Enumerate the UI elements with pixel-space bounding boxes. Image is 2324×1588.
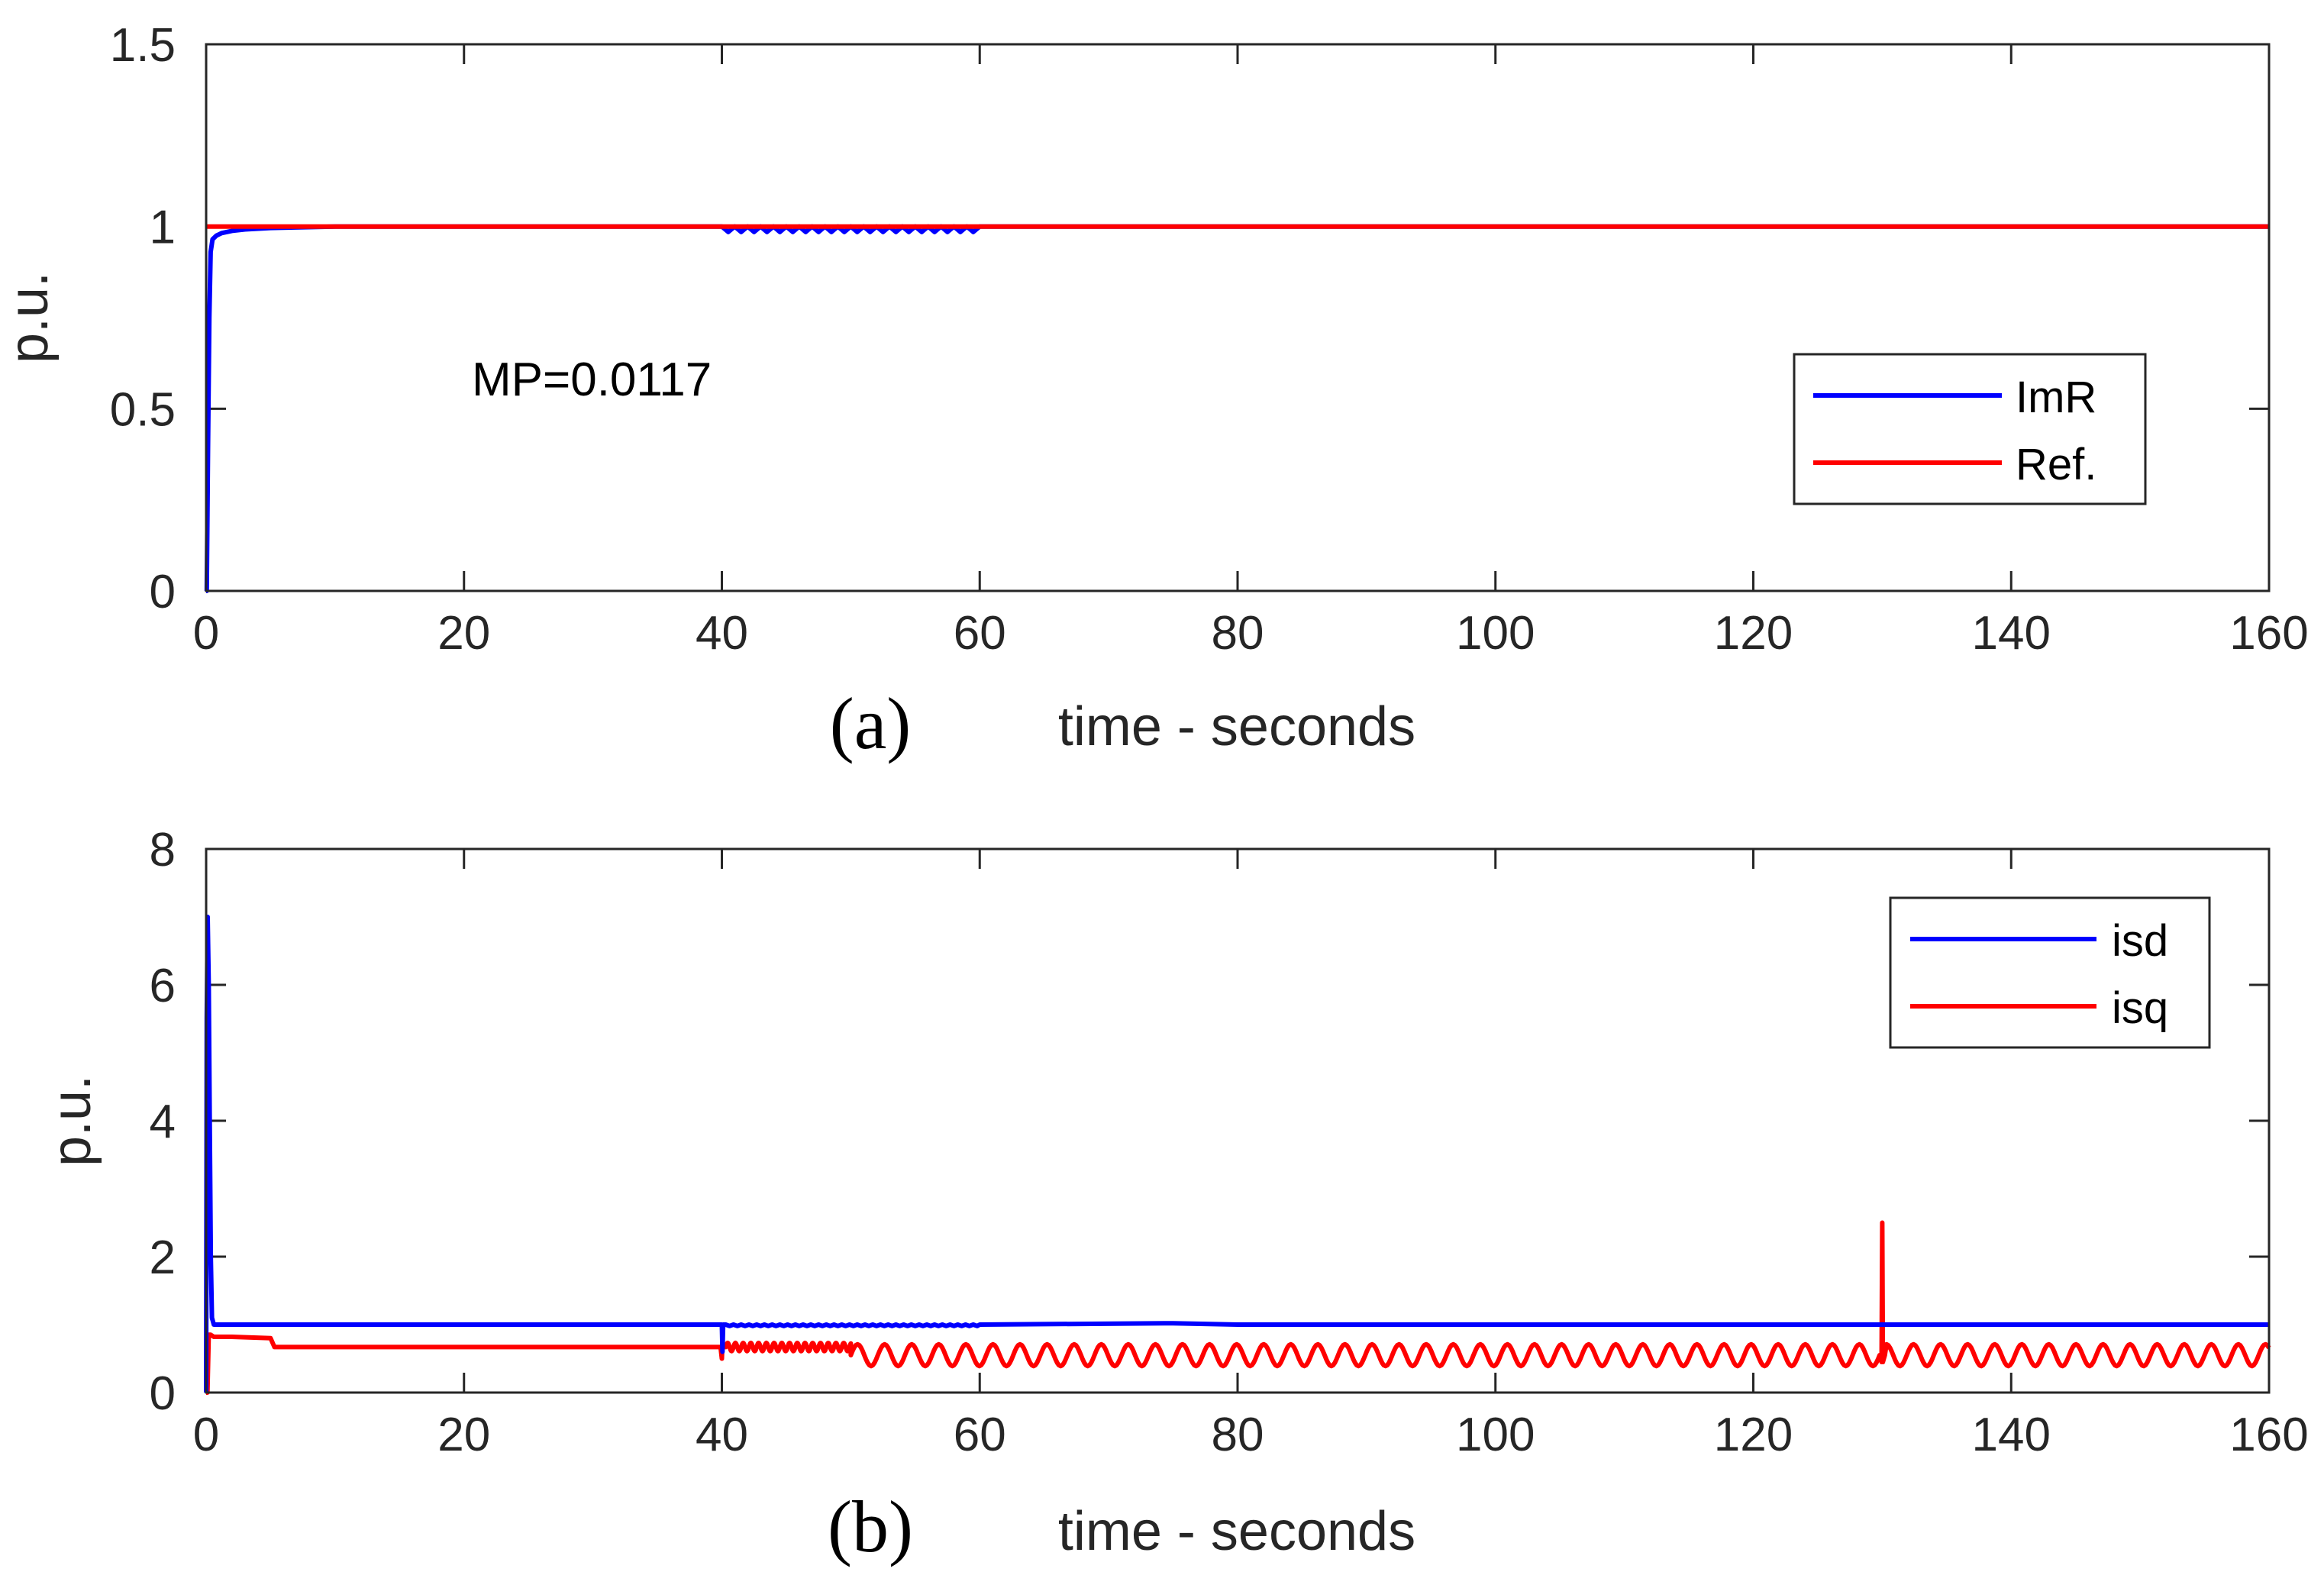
xtick-label: 100 [1456, 607, 1535, 660]
panel-a-axes-box [205, 43, 2271, 592]
legend-label-isd: isd [2112, 916, 2168, 966]
panel-b-legend-box [1889, 896, 2211, 1049]
panel-a-label: (a) [830, 683, 912, 764]
panel-a-lines [204, 224, 2269, 593]
xtick-label: 60 [954, 1409, 1006, 1461]
panel-a-plot-area [206, 44, 2269, 591]
ytick-label: 1 [150, 202, 176, 254]
panel-b-axes-box [205, 847, 2271, 1394]
xtick-label: 0 [193, 1409, 219, 1461]
ytick-label: 0 [150, 1367, 176, 1420]
series-line-isq [205, 1220, 2271, 1395]
panel-a-legend-box [1793, 353, 2147, 505]
legend-label-isq: isq [2112, 983, 2168, 1033]
legend-label-ref: Ref. [2016, 440, 2096, 489]
ytick-label: 0.5 [110, 383, 176, 436]
panel-a-legend: ImR Ref. [1793, 353, 2147, 505]
xtick-label: 140 [1972, 607, 2051, 660]
ytick-label: 4 [150, 1096, 176, 1148]
xtick-label: 40 [696, 607, 748, 660]
ytick-label: 6 [150, 960, 176, 1012]
panel-a-ticks: 0 20 40 60 80 100 120 140 160 0 0.5 1 1.5 [110, 19, 2309, 660]
xtick-label: 160 [2229, 1409, 2308, 1461]
xtick-label: 160 [2229, 607, 2308, 660]
series-line-isd [204, 915, 2269, 1393]
panel-b-label: (b) [828, 1486, 913, 1567]
series-line-imr [204, 224, 2269, 593]
xtick-label: 40 [696, 1409, 748, 1461]
xtick-label: 120 [1714, 607, 1793, 660]
panel-b-ylabel: p.u. [41, 1075, 102, 1167]
panel-a-ylabel: p.u. [0, 272, 60, 363]
panel-b-lines [204, 915, 2271, 1395]
ytick-label: 0 [150, 566, 176, 618]
xtick-label: 100 [1456, 1409, 1535, 1461]
xtick-label: 20 [437, 1409, 490, 1461]
panel-b-legend: isd isq [1889, 896, 2211, 1049]
xtick-label: 80 [1212, 1409, 1264, 1461]
xtick-label: 140 [1972, 1409, 2051, 1461]
xtick-label: 80 [1212, 607, 1264, 660]
panel-a-annotation: MP=0.0117 [472, 353, 712, 406]
ytick-label: 1.5 [110, 19, 176, 72]
ytick-label: 8 [150, 824, 176, 876]
legend-label-imr: ImR [2016, 373, 2096, 422]
ytick-label: 2 [150, 1231, 176, 1284]
xtick-label: 60 [954, 607, 1006, 660]
xtick-label: 120 [1714, 1409, 1793, 1461]
xtick-label: 0 [193, 607, 219, 660]
panel-a-xlabel: time - seconds [1058, 696, 1415, 757]
panel-b-xlabel: time - seconds [1058, 1501, 1415, 1562]
xtick-label: 20 [437, 607, 490, 660]
